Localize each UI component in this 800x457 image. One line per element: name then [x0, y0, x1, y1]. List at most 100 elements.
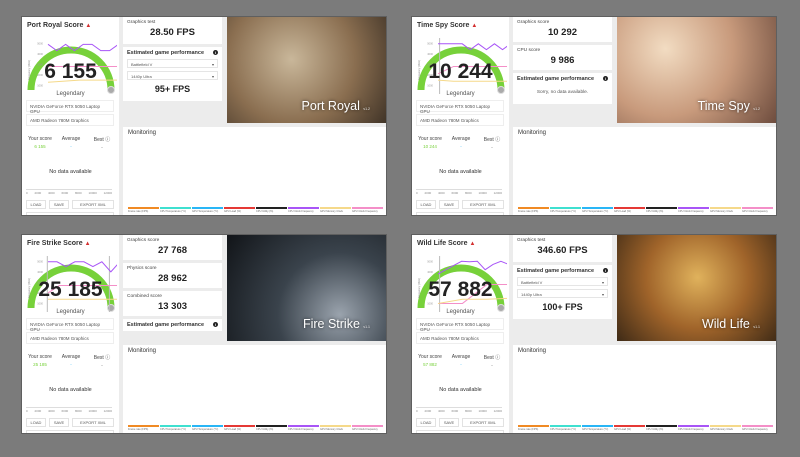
- warning-triangle-icon[interactable]: ▲: [469, 241, 476, 247]
- legend-swatch: [192, 425, 223, 427]
- warning-triangle-icon[interactable]: ▲: [85, 23, 92, 29]
- legend-item[interactable]: CPU Clock Frequency: [678, 207, 709, 213]
- save-button[interactable]: SAVE: [439, 418, 459, 427]
- validate-button[interactable]: VALIDATE: [26, 430, 114, 433]
- legend-item[interactable]: CPU Utility (%): [646, 425, 677, 431]
- estimated-fps: 95+ FPS: [154, 84, 191, 94]
- validate-button[interactable]: VALIDATE: [416, 212, 504, 215]
- legend-item[interactable]: Frame rate (FPS): [128, 207, 159, 213]
- score-gauge: Frequency (MHz)01000200030004000500000:0…: [417, 38, 507, 94]
- legend-label: GPU Load (%): [614, 428, 631, 431]
- best-label[interactable]: Best ⓘ: [483, 137, 501, 143]
- best-label[interactable]: Best ⓘ: [93, 137, 111, 143]
- legend-item[interactable]: GPU Clock Frequency: [352, 207, 383, 213]
- legend-item[interactable]: CPU Temperature (°C): [160, 425, 191, 431]
- legend-label: GPU Temperature (°C): [192, 428, 219, 431]
- legend-item[interactable]: CPU Utility (%): [256, 425, 287, 431]
- quality-select[interactable]: 1440p Ultra ▾: [127, 71, 218, 80]
- legend-item[interactable]: GPU Load (%): [614, 207, 645, 213]
- export-xml-button[interactable]: EXPORT XML: [462, 418, 504, 427]
- hist-tick: 8000: [74, 409, 82, 413]
- legend-item[interactable]: CPU Utility (%): [256, 207, 287, 213]
- legend-label: GPU Memory Clock: [710, 428, 733, 431]
- legend-item[interactable]: Frame rate (FPS): [518, 425, 549, 431]
- legend-item[interactable]: Frame rate (FPS): [128, 425, 159, 431]
- load-button[interactable]: LOAD: [416, 418, 436, 427]
- export-xml-button[interactable]: EXPORT XML: [72, 200, 114, 209]
- legend-item[interactable]: GPU Temperature (°C): [192, 425, 223, 431]
- legend-item[interactable]: CPU Clock Frequency: [678, 425, 709, 431]
- game-select[interactable]: Battlefield V ▾: [517, 277, 608, 286]
- legend-label: CPU Utility (%): [256, 210, 274, 213]
- legend-label: Frame rate (FPS): [128, 428, 149, 431]
- legend-item[interactable]: GPU Memory Clock: [320, 425, 351, 431]
- graphics-test-card: Graphics test 28.50 FPS: [123, 17, 222, 44]
- score-label: Graphics test: [127, 20, 156, 25]
- legend-item[interactable]: GPU Load (%): [224, 207, 255, 213]
- legend-item[interactable]: GPU Temperature (°C): [582, 207, 613, 213]
- legend-item[interactable]: GPU Clock Frequency: [352, 425, 383, 431]
- legend-swatch: [646, 425, 677, 427]
- legend-item[interactable]: GPU Load (%): [224, 425, 255, 431]
- quality-select[interactable]: 1440p Ultra ▾: [517, 289, 608, 298]
- load-button[interactable]: LOAD: [26, 200, 46, 209]
- legend-item[interactable]: Frame rate (FPS): [518, 207, 549, 213]
- your-score-value: 57 882: [423, 362, 437, 367]
- validate-button[interactable]: VALIDATE: [416, 430, 504, 433]
- legend-label: GPU Memory Clock: [320, 428, 343, 431]
- legend-swatch: [288, 207, 319, 209]
- legend-label: GPU Clock Frequency: [742, 428, 768, 431]
- info-icon[interactable]: i: [213, 50, 218, 55]
- info-icon[interactable]: i: [603, 268, 608, 273]
- legend-swatch: [160, 425, 191, 427]
- legend-item[interactable]: GPU Memory Clock: [710, 207, 741, 213]
- hist-tick: 10000: [478, 409, 487, 413]
- load-button[interactable]: LOAD: [416, 200, 436, 209]
- y-tick: 1000: [427, 301, 433, 305]
- legend-item[interactable]: GPU Load (%): [614, 425, 645, 431]
- hist-tick: 0: [416, 409, 418, 413]
- legend-swatch: [646, 207, 677, 209]
- save-button[interactable]: SAVE: [439, 200, 459, 209]
- legend-item[interactable]: GPU Clock Frequency: [742, 425, 773, 431]
- legend-swatch: [224, 207, 255, 209]
- legend-label: CPU Temperature (°C): [160, 210, 187, 213]
- legend-item[interactable]: GPU Temperature (°C): [582, 425, 613, 431]
- legend-item[interactable]: CPU Utility (%): [646, 207, 677, 213]
- hist-tick: 2000: [424, 409, 432, 413]
- hist-tick: 4000: [47, 409, 55, 413]
- legend-item[interactable]: GPU Memory Clock: [710, 425, 741, 431]
- save-button[interactable]: SAVE: [49, 200, 69, 209]
- game-select[interactable]: Battlefield V ▾: [127, 59, 218, 68]
- no-data-message: Sorry, no data available.: [536, 90, 589, 95]
- physics-score-card: Physics score 28 962: [123, 263, 222, 288]
- legend-item[interactable]: GPU Clock Frequency: [742, 207, 773, 213]
- info-icon[interactable]: i: [213, 322, 218, 327]
- info-icon[interactable]: i: [603, 76, 608, 81]
- legend-label: CPU Clock Frequency: [288, 210, 314, 213]
- legend-item[interactable]: CPU Clock Frequency: [288, 207, 319, 213]
- score-value: 346.60 FPS: [537, 245, 588, 256]
- legend-item[interactable]: CPU Clock Frequency: [288, 425, 319, 431]
- save-button[interactable]: SAVE: [49, 418, 69, 427]
- legend-swatch: [550, 425, 581, 427]
- warning-triangle-icon[interactable]: ▲: [84, 241, 91, 247]
- export-xml-button[interactable]: EXPORT XML: [462, 200, 504, 209]
- legend-item[interactable]: CPU Temperature (°C): [550, 425, 581, 431]
- y-tick: 4000: [37, 52, 43, 56]
- dropdown-arrow-icon: ▾: [211, 62, 214, 67]
- legend-item[interactable]: GPU Memory Clock: [320, 207, 351, 213]
- legend-item[interactable]: CPU Temperature (°C): [550, 207, 581, 213]
- cpu-clock-series: [437, 260, 507, 275]
- best-label[interactable]: Best ⓘ: [483, 355, 501, 361]
- legend-item[interactable]: CPU Temperature (°C): [160, 207, 191, 213]
- export-xml-button[interactable]: EXPORT XML: [72, 418, 114, 427]
- load-button[interactable]: LOAD: [26, 418, 46, 427]
- legend-label: GPU Clock Frequency: [352, 210, 378, 213]
- legend-item[interactable]: GPU Temperature (°C): [192, 207, 223, 213]
- validate-button[interactable]: VALIDATE: [26, 212, 114, 215]
- warning-triangle-icon[interactable]: ▲: [471, 23, 478, 29]
- best-label[interactable]: Best ⓘ: [93, 355, 111, 361]
- gauge-arc: [27, 264, 115, 309]
- legend-swatch: [320, 425, 351, 427]
